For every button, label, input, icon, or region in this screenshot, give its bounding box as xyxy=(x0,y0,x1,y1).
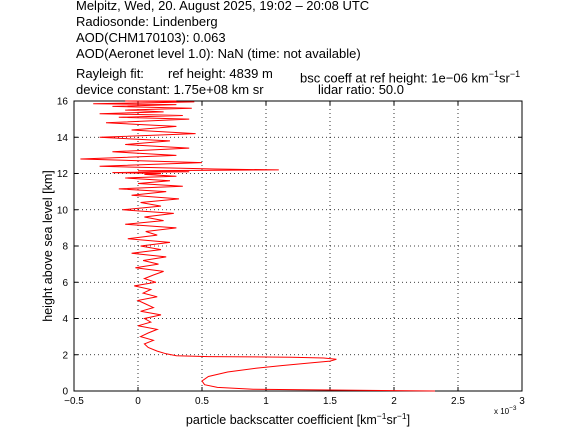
y-tick-label: 16 xyxy=(57,97,69,108)
y-tick-label: 4 xyxy=(62,314,68,325)
bsc-coeff-main: bsc coeff at ref height: 1e−06 km xyxy=(300,70,489,86)
x-tick-label: 2.5 xyxy=(451,396,465,407)
bsc-coeff-text: bsc coeff at ref height: 1e−06 km−1sr−1 xyxy=(300,66,520,86)
y-tick-label: 8 xyxy=(62,242,68,253)
x-axis-label-sup2: −1 xyxy=(397,411,407,421)
x-tick-labels: −0.5 0 0.5 1 1.5 2 2.5 3 xyxy=(64,396,525,407)
y-tick-labels: 0 2 4 6 8 10 12 14 16 xyxy=(57,97,69,398)
x-multiplier-exp: −3 xyxy=(509,405,517,412)
ref-height-text: ref height: 4839 m xyxy=(168,66,273,81)
y-axis-label: height above sea level [km] xyxy=(41,170,55,321)
x-tick-label: 1 xyxy=(263,396,269,407)
aod-chm-line: AOD(CHM170103): 0.063 xyxy=(76,30,226,45)
rayleigh-fit-label: Rayleigh fit: xyxy=(76,66,144,81)
x-axis-multiplier: x 10−3 xyxy=(494,405,517,416)
location-date-line: Melpitz, Wed, 20. August 2025, 19:02 – 2… xyxy=(76,0,370,13)
device-constant-text: device constant: 1.75e+08 km sr xyxy=(76,82,264,97)
x-tick-label: 2 xyxy=(391,396,397,407)
x-axis-label-main: particle backscatter coefficient [km xyxy=(186,413,377,427)
x-tick-label: 0 xyxy=(135,396,141,407)
bsc-coeff-sup1: −1 xyxy=(488,69,500,79)
bsc-coeff-sr: sr xyxy=(499,70,510,86)
lidar-ratio-text: lidar ratio: 50.0 xyxy=(318,82,404,97)
y-tick-label: 2 xyxy=(62,350,68,361)
aod-aeronet-line: AOD(Aeronet level 1.0): NaN (time: not a… xyxy=(76,46,361,61)
grid-lines xyxy=(74,101,522,391)
x-multiplier-base: x 10 xyxy=(494,407,510,416)
y-tick-label: 0 xyxy=(62,387,68,398)
x-tick-label: −0.5 xyxy=(64,396,84,407)
x-axis-label-close: ] xyxy=(407,413,410,427)
x-tick-label: 3 xyxy=(519,396,525,407)
x-tick-label: 1.5 xyxy=(323,396,337,407)
bsc-coeff-sup2: −1 xyxy=(509,69,521,79)
backscatter-profile-line xyxy=(80,100,436,392)
x-axis-label-sup1: −1 xyxy=(377,411,387,421)
y-tick-label: 6 xyxy=(62,278,68,289)
x-tick-label: 0.5 xyxy=(195,396,209,407)
y-tick-label: 10 xyxy=(57,205,69,216)
x-axis-label-sr: sr xyxy=(386,413,396,427)
y-tick-label: 14 xyxy=(57,133,69,144)
x-axis-label: particle backscatter coefficient [km−1sr… xyxy=(186,411,410,427)
y-tick-label: 12 xyxy=(57,169,69,180)
tick-marks xyxy=(73,100,523,392)
radiosonde-line: Radiosonde: Lindenberg xyxy=(76,14,218,29)
